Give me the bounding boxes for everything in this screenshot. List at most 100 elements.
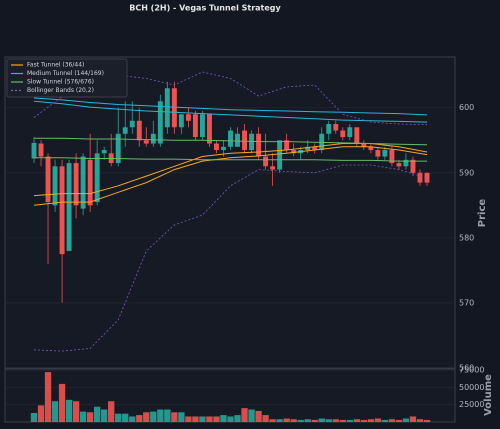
legend-label: Slow Tunnel (576/676): [27, 79, 94, 86]
volume-bar: [353, 419, 360, 422]
candle-body: [340, 130, 346, 138]
candle-body: [178, 114, 184, 128]
volume-bar: [115, 413, 122, 422]
candle-body: [410, 159, 416, 173]
indicator-line: [33, 71, 428, 126]
price-panel: [4, 56, 456, 369]
y-tick-label: 570: [459, 298, 474, 307]
volume-bar: [136, 415, 143, 422]
volume-tick-label: 75000: [459, 366, 484, 375]
candle-body: [263, 156, 269, 167]
candle-body: [424, 172, 430, 183]
candle-body: [396, 163, 402, 167]
candle-body: [375, 150, 381, 157]
candle-body: [185, 114, 191, 121]
volume-bar: [72, 401, 80, 422]
candle-body: [270, 166, 276, 170]
candle-body: [101, 150, 107, 154]
volume-bar: [423, 419, 431, 422]
volume-bar: [241, 408, 248, 422]
volume-bar: [290, 419, 297, 422]
legend-label: Bollinger Bands (20,2): [27, 87, 94, 94]
candle-body: [382, 150, 388, 157]
indicator-line: [34, 157, 427, 162]
volume-bar: [157, 409, 164, 422]
candle-body: [326, 124, 332, 134]
volume-bar: [416, 419, 424, 422]
volume-bar: [178, 412, 185, 422]
volume-bar: [185, 416, 192, 422]
candle-body: [354, 127, 360, 144]
volume-bar: [325, 419, 332, 422]
candle-body: [31, 142, 37, 159]
candle-body: [171, 88, 177, 128]
volume-bar: [86, 412, 94, 422]
volume-bar: [58, 383, 66, 422]
candle-body: [403, 159, 409, 167]
volume-axis-label: Volume: [483, 374, 494, 416]
volume-bar: [409, 416, 417, 422]
y-tick-label: 590: [459, 168, 474, 177]
volume-bar: [79, 411, 87, 422]
indicator-line: [34, 137, 428, 146]
volume-bar: [304, 419, 311, 422]
candle-body: [417, 172, 423, 183]
candle-body: [143, 140, 149, 144]
y-tick-label: 560: [459, 364, 474, 373]
candle-body: [228, 130, 233, 147]
y-tick-label: 600: [459, 103, 474, 112]
volume-bar: [255, 410, 262, 422]
volume-bar: [276, 419, 283, 422]
volume-bar: [395, 419, 403, 422]
candle-body: [66, 163, 72, 251]
volume-bar: [346, 419, 353, 422]
candle-body: [305, 146, 311, 151]
volume-bar: [192, 416, 199, 422]
candle-body: [129, 120, 135, 128]
volume-bar: [297, 419, 304, 422]
volume-bar: [30, 412, 38, 422]
volume-bar: [388, 419, 396, 422]
volume-bar: [367, 419, 375, 422]
volume-bar: [248, 409, 255, 422]
volume-tick-label: 25000: [459, 400, 484, 409]
candle-body: [206, 114, 212, 144]
y-tick-label: 580: [459, 233, 474, 242]
volume-bar: [199, 416, 206, 422]
volume-bar: [262, 415, 269, 422]
volume-bar: [51, 401, 59, 422]
candle-body: [221, 146, 226, 151]
volume-bar: [213, 416, 220, 422]
volume-bar: [332, 419, 339, 422]
volume-bar: [360, 419, 367, 422]
candle-body: [73, 163, 79, 206]
candle-body: [115, 133, 121, 164]
legend-label: Fast Tunnel (36/44): [27, 62, 84, 69]
chart-title: BCH (2H) - Vegas Tunnel Strategy: [129, 4, 281, 13]
y-axis-label: Price: [477, 199, 488, 228]
candle-body: [150, 133, 156, 144]
volume-bar: [44, 372, 52, 422]
candle-body: [361, 143, 367, 147]
indicator-line: [33, 97, 428, 116]
volume-bar: [318, 418, 325, 422]
volume-tick-label: 50000: [459, 383, 484, 392]
volume-panel: [4, 368, 456, 423]
candle-body: [136, 120, 142, 141]
candle-body: [291, 150, 297, 154]
volume-bar: [374, 418, 382, 422]
candle-body: [284, 140, 290, 151]
volume-bar: [108, 401, 115, 422]
volume-bar: [164, 409, 171, 422]
volume-bar: [143, 412, 150, 422]
candle-body: [52, 166, 58, 206]
candle-body: [368, 146, 374, 151]
volume-bar: [122, 413, 129, 422]
volume-bar: [65, 399, 73, 422]
candle-body: [38, 143, 44, 157]
volume-bar: [339, 419, 346, 422]
volume-bar: [129, 416, 136, 422]
volume-bar: [101, 409, 108, 422]
candle-body: [389, 150, 395, 164]
